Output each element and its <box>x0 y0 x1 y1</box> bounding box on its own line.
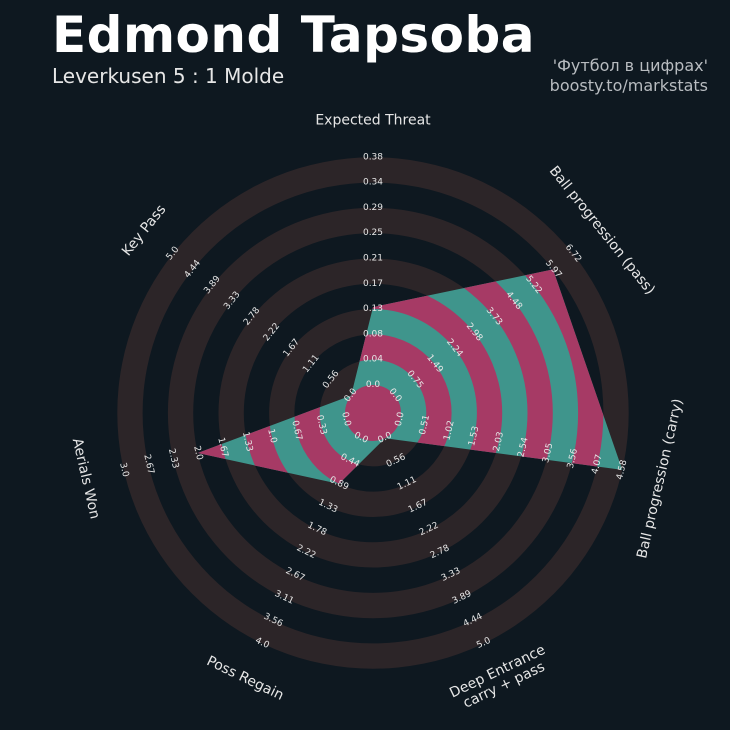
credit-line-1: 'Футбол в цифрах' <box>552 56 708 75</box>
tick-label-3-1: 0.0 <box>394 411 407 427</box>
tick-label-1-9: 0.34 <box>363 178 383 188</box>
credit-line-2: boosty.to/markstats <box>549 76 708 95</box>
tick-label-1-8: 0.29 <box>363 203 383 213</box>
tick-label-1-4: 0.13 <box>363 304 383 314</box>
tick-label-3-9: 4.07 <box>590 453 604 475</box>
tick-label-3-6: 2.54 <box>516 436 530 458</box>
axis-label-6-line-1: Aerials Won <box>69 437 103 521</box>
tick-label-3-4: 1.53 <box>467 425 481 447</box>
axis-label-5-line-1: Poss Regain <box>204 653 286 704</box>
chart-subtitle: Leverkusen 5 : 1 Molde <box>52 64 285 88</box>
tick-label-1-1: 0.0 <box>366 380 381 390</box>
credit-block: 'Футбол в цифрах' boosty.to/markstats <box>550 56 708 96</box>
tick-label-6-10: 3.0 <box>117 462 130 478</box>
tick-label-6-7: 2.0 <box>191 445 204 461</box>
tick-label-3-2: 0.51 <box>418 414 432 436</box>
tick-label-6-3: 0.67 <box>289 420 303 442</box>
tick-label-6-4: 1.0 <box>265 428 278 444</box>
tick-label-1-2: 0.04 <box>363 355 383 365</box>
tick-label-6-5: 1.33 <box>240 431 254 453</box>
axis-label-7-line-1: Key Pass <box>119 202 169 260</box>
tick-label-3-5: 2.03 <box>492 431 506 453</box>
tick-label-3-7: 3.05 <box>541 442 555 464</box>
tick-label-1-5: 0.17 <box>363 279 383 289</box>
tick-label-6-2: 0.33 <box>314 414 328 436</box>
axis-label-1-line-1: Expected Threat <box>315 112 431 128</box>
tick-label-6-8: 2.33 <box>166 448 180 470</box>
tick-label-1-10: 0.38 <box>363 152 383 162</box>
tick-label-3-8: 3.56 <box>566 447 580 469</box>
tick-label-3-10: 4.58 <box>615 459 629 481</box>
axis-label-4: Deep Entrancecarry + pass <box>447 642 554 715</box>
axis-label-7: Key Pass <box>119 202 169 260</box>
tick-label-1-6: 0.21 <box>363 254 383 264</box>
axis-label-5: Poss Regain <box>204 653 286 704</box>
tick-label-6-1: 0.0 <box>339 411 352 427</box>
tick-label-1-3: 0.08 <box>363 329 383 339</box>
tick-label-1-7: 0.25 <box>363 228 383 238</box>
axis-label-1: Expected Threat <box>315 112 431 128</box>
tick-label-3-3: 1.02 <box>442 420 456 442</box>
tick-label-6-6: 1.67 <box>215 437 229 459</box>
axis-label-6: Aerials Won <box>69 437 103 521</box>
data-fill-hub <box>345 385 401 441</box>
tick-label-6-9: 2.67 <box>141 453 155 475</box>
axis-label-3: Ball progression (carry) <box>634 397 686 560</box>
axis-label-3-line-1: Ball progression (carry) <box>634 397 686 560</box>
chart-title: Edmond Tapsoba <box>52 6 536 64</box>
